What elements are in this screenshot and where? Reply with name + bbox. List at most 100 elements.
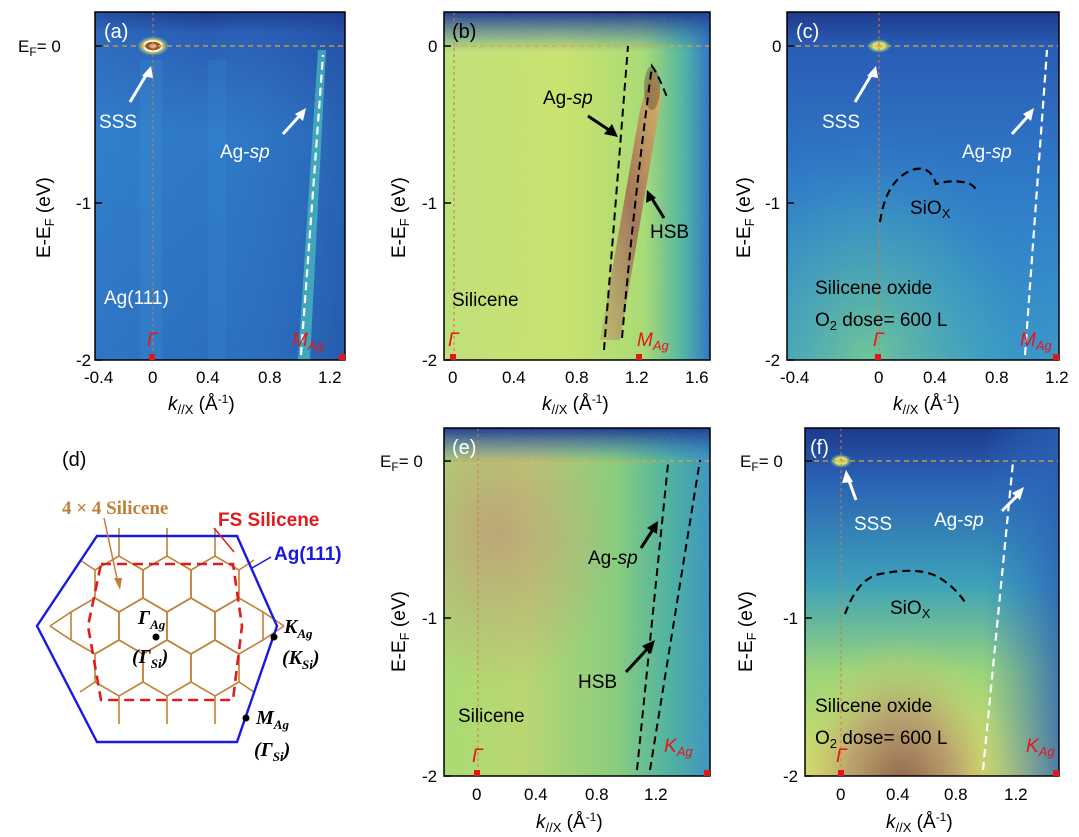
panel-a-xaxis: -0.4 0 0.4 0.8 1.2 k//X (Å-1): [84, 368, 342, 417]
xtick-a-2: 0.4: [196, 368, 220, 387]
xtick-a-0: -0.4: [84, 368, 113, 387]
ag-sp-label-f: Ag-sp: [934, 510, 984, 531]
xtick-e-0: 0: [472, 785, 481, 804]
xtick-b-3: 1.2: [625, 368, 649, 387]
panel-f-xaxis: 0 0.4 0.8 1.2 k//X (Å-1): [836, 785, 1028, 835]
sss-label-c: SSS: [822, 112, 860, 133]
panel-c-yaxis: 0 -1 -2 E-EF (eV): [734, 37, 794, 370]
ytick-b-0: 0: [428, 37, 437, 56]
panel-c-label: (c): [796, 21, 819, 43]
ag-sp-label-a: Ag-sp: [220, 142, 270, 163]
panel-b: (b) Ag-sp HSB Silicene Γ MAg 0 -1 -2 E-E…: [389, 11, 711, 417]
ytick-a-2: -2: [76, 351, 91, 370]
ytick-c-2: -2: [765, 351, 780, 370]
substrate-label-e: Silicene: [458, 706, 525, 727]
panel-f: (f) SSS Ag-sp SiOX Silicene oxide O2 dos…: [736, 427, 1060, 835]
xtick-f-0: 0: [836, 785, 845, 804]
xtick-c-3: 0.8: [985, 368, 1009, 387]
xtick-a-1: 0: [148, 368, 157, 387]
k-ag-label: KAg: [283, 616, 313, 641]
m-label-a: MAg: [292, 330, 324, 353]
ag-sp-label-c: Ag-sp: [962, 142, 1012, 163]
ag-sp-label-e: Ag-sp: [588, 548, 638, 569]
xlabel-b: k//X (Å-1): [542, 392, 609, 417]
gamma-label-b: Γ: [448, 330, 460, 351]
xtick-c-2: 0.4: [923, 368, 947, 387]
panel-a: (a) SSS Ag-sp Ag(111) Γ MAg EF= 0 -1 -2 …: [18, 11, 346, 417]
xtick-a-4: 1.2: [318, 368, 342, 387]
m-label-b: MAg: [637, 330, 669, 353]
ytick-c-1: -1: [765, 194, 780, 213]
xtick-c-4: 1.2: [1045, 368, 1069, 387]
panel-a-yaxis: EF= 0 -1 -2 E-EF (eV): [18, 37, 102, 370]
ytick-c-0: 0: [772, 37, 781, 56]
ylabel-c: E-EF (eV): [734, 177, 757, 258]
fs-silicene-label: FS Silicene: [218, 510, 319, 531]
ef-label-f: EF= 0: [740, 452, 783, 474]
ylabel-b: E-EF (eV): [389, 177, 412, 258]
xlabel-e: k//X (Å-1): [536, 810, 603, 835]
panel-c: (c) SSS Ag-sp SiOX Silicene oxide O2 dos…: [734, 11, 1069, 417]
ylabel-e: E-EF (eV): [389, 591, 412, 672]
gamma-label-f: Γ: [836, 746, 848, 767]
xtick-c-1: 0: [874, 368, 883, 387]
gamma-label-c: Γ: [873, 330, 885, 351]
ytick-f-2: -2: [783, 767, 798, 786]
ytick-e-2: -2: [422, 767, 437, 786]
gamma-label-e: Γ: [472, 746, 484, 767]
hsb-label-e: HSB: [578, 672, 617, 693]
siox-label-f: SiOX: [890, 598, 931, 621]
m-label-c: MAg: [1020, 330, 1052, 353]
panel-a-label: (a): [104, 21, 128, 43]
panel-f-label: (f): [810, 437, 829, 459]
panel-d-label: (d): [62, 449, 86, 471]
xlabel-a: k//X (Å-1): [168, 392, 235, 417]
gamma-label-a: Γ: [147, 330, 159, 351]
xtick-f-3: 1.2: [1004, 785, 1028, 804]
substrate-label-a: Ag(111): [104, 288, 169, 309]
sss-label-a: SSS: [99, 112, 137, 133]
silicene44-label: 4 × 4 Silicene: [62, 498, 168, 519]
xtick-b-1: 0.4: [502, 368, 526, 387]
k-si-label: (KSi): [282, 647, 320, 672]
xtick-e-1: 0.4: [524, 785, 548, 804]
dose-label-c: O2 dose= 600 L: [815, 310, 947, 333]
fs-silicene-hex: [86, 562, 244, 702]
k-label-f: KAg: [1026, 736, 1055, 759]
xtick-b-4: 1.6: [685, 368, 709, 387]
panel-e-yaxis: EF= 0 -1 -2 E-EF (eV): [380, 452, 451, 786]
xtick-c-0: -0.4: [780, 368, 809, 387]
k-label-e: KAg: [664, 736, 693, 759]
ylabel-f: E-EF (eV): [736, 591, 759, 672]
panel-f-yaxis: EF= 0 -1 -2 E-EF (eV): [736, 452, 812, 786]
panel-e-xaxis: 0 0.4 0.8 1.2 k//X (Å-1): [472, 785, 668, 835]
ytick-b-2: -2: [422, 351, 437, 370]
siox-label-c: SiOX: [910, 198, 951, 221]
xtick-f-1: 0.4: [886, 785, 910, 804]
panel-b-label: (b): [452, 21, 476, 43]
ag111-hex: [35, 534, 279, 744]
xtick-e-2: 0.8: [585, 785, 609, 804]
panel-b-yaxis: 0 -1 -2 E-EF (eV): [389, 37, 451, 370]
panel-e: (e) Ag-sp HSB Silicene Γ KAg EF= 0 -1 -2…: [380, 427, 711, 835]
oxide-label-f: Silicene oxide: [815, 696, 932, 717]
ylabel-a: E-EF (eV): [34, 177, 57, 258]
ef-label-a: EF= 0: [18, 37, 61, 59]
panel-b-xaxis: 0 0.4 0.8 1.2 1.6 k//X (Å-1): [448, 368, 709, 417]
ytick-f-1: -1: [783, 609, 798, 628]
m-ag-label: MAg: [255, 707, 289, 732]
ytick-e-1: -1: [422, 609, 437, 628]
oxide-label-c: Silicene oxide: [815, 278, 932, 299]
sss-label-f: SSS: [854, 514, 892, 535]
dose-label-f: O2 dose= 600 L: [815, 728, 947, 751]
panel-d: (d) 4 × 4 S: [35, 449, 342, 764]
xtick-f-2: 0.8: [944, 785, 968, 804]
substrate-label-b: Silicene: [452, 290, 519, 311]
xlabel-c: k//X (Å-1): [893, 392, 960, 417]
silicene-hex-grid: [49, 528, 285, 724]
xtick-b-2: 0.8: [565, 368, 589, 387]
xtick-b-0: 0: [448, 368, 457, 387]
m-si-label: (ΓSi): [254, 739, 290, 764]
ytick-a-1: -1: [76, 194, 91, 213]
